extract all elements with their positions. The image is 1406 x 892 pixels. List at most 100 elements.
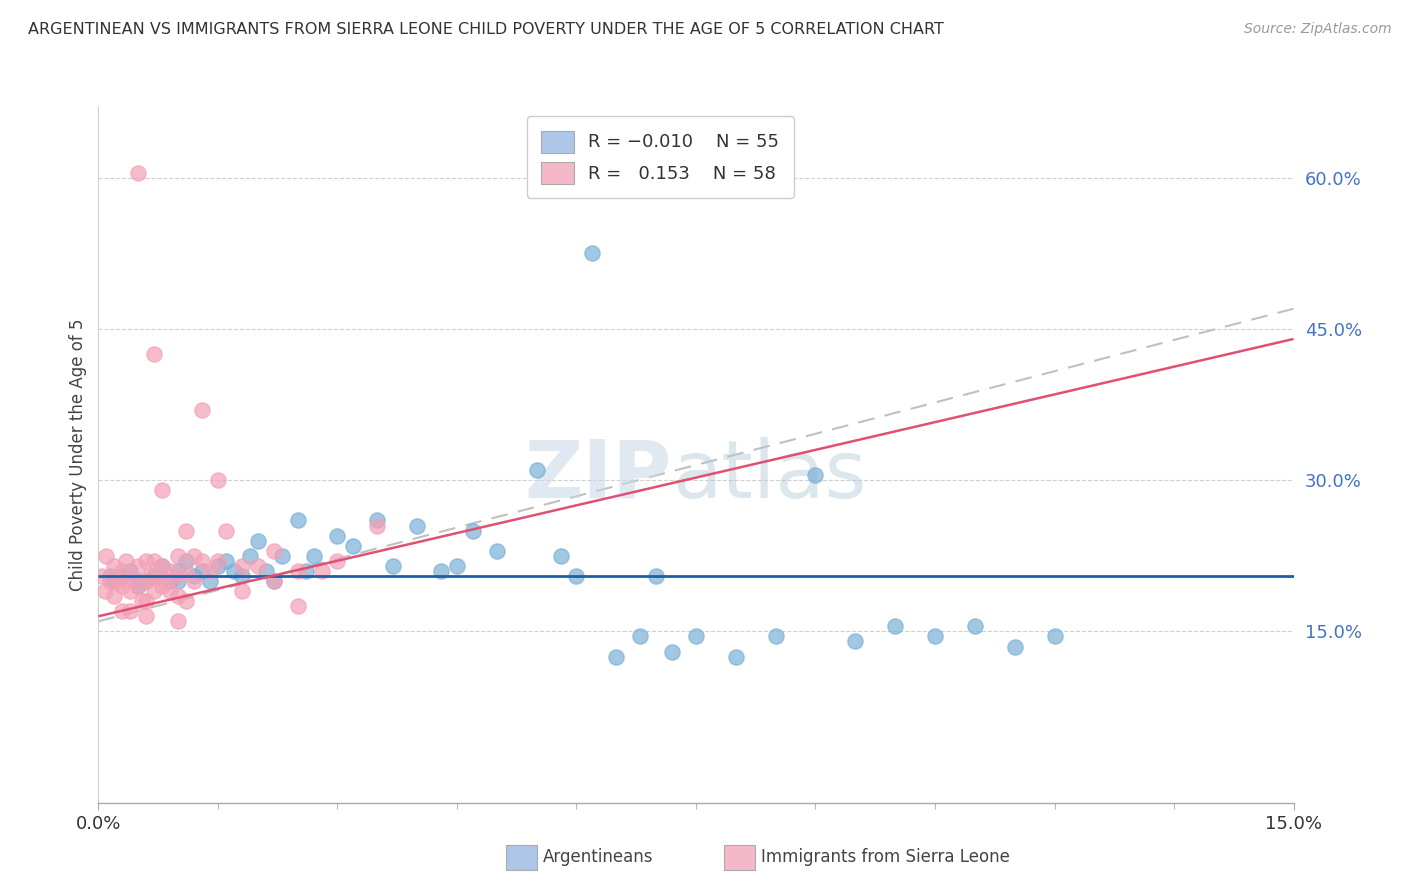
Point xyxy=(765,629,787,643)
Point xyxy=(143,347,166,361)
Point xyxy=(135,609,157,624)
Point xyxy=(159,564,181,578)
Point xyxy=(120,604,142,618)
Point xyxy=(446,558,468,573)
Point xyxy=(143,554,166,568)
Point xyxy=(111,569,134,583)
Text: ZIP: ZIP xyxy=(524,437,672,515)
Point xyxy=(1004,640,1026,654)
Point xyxy=(159,584,181,599)
Point xyxy=(526,463,548,477)
Point xyxy=(191,564,214,578)
Point xyxy=(183,574,205,588)
Point xyxy=(120,584,142,599)
Point xyxy=(724,649,747,664)
Point xyxy=(461,524,484,538)
Point xyxy=(565,569,588,583)
Point xyxy=(215,554,238,568)
Point xyxy=(382,558,405,573)
Point xyxy=(159,574,181,588)
Point xyxy=(167,615,190,629)
Point xyxy=(150,579,173,593)
Point xyxy=(884,619,907,633)
Point xyxy=(155,574,177,588)
Point xyxy=(167,589,190,603)
Point xyxy=(103,558,125,573)
Point xyxy=(263,543,285,558)
Point xyxy=(246,533,269,548)
Y-axis label: Child Poverty Under the Age of 5: Child Poverty Under the Age of 5 xyxy=(69,318,87,591)
Point xyxy=(685,629,707,643)
Point xyxy=(326,528,349,542)
Point xyxy=(270,549,292,563)
Point xyxy=(127,165,149,179)
Point xyxy=(294,564,316,578)
Point xyxy=(239,549,262,563)
Point xyxy=(366,518,388,533)
Point xyxy=(183,569,205,583)
Point xyxy=(135,554,157,568)
Point xyxy=(628,629,651,643)
Point xyxy=(150,483,173,498)
Point xyxy=(191,402,214,417)
Point xyxy=(198,564,221,578)
Point xyxy=(143,569,166,583)
Text: atlas: atlas xyxy=(672,437,866,515)
Point xyxy=(222,564,245,578)
Point xyxy=(287,564,309,578)
Point xyxy=(215,524,238,538)
Point xyxy=(98,574,122,588)
Point xyxy=(207,473,229,487)
Text: Source: ZipAtlas.com: Source: ZipAtlas.com xyxy=(1244,22,1392,37)
Point xyxy=(131,594,153,608)
Point xyxy=(174,594,197,608)
Point xyxy=(661,644,683,658)
Point xyxy=(430,564,453,578)
Point xyxy=(406,518,429,533)
Point xyxy=(103,589,125,603)
Point xyxy=(302,549,325,563)
Point xyxy=(143,584,166,599)
Point xyxy=(120,569,142,583)
Point xyxy=(150,558,173,573)
Point xyxy=(287,599,309,614)
Point xyxy=(91,569,114,583)
Point xyxy=(550,549,572,563)
Legend: R = −0.010    N = 55, R =   0.153    N = 58: R = −0.010 N = 55, R = 0.153 N = 58 xyxy=(527,116,793,198)
Point xyxy=(366,513,388,527)
Point xyxy=(1043,629,1066,643)
Point xyxy=(127,579,149,593)
Point xyxy=(111,604,134,618)
Point xyxy=(924,629,946,643)
Point xyxy=(198,574,221,588)
Point xyxy=(605,649,627,664)
Point xyxy=(150,558,173,573)
Point xyxy=(963,619,986,633)
Point xyxy=(645,569,668,583)
Point xyxy=(804,468,827,483)
Point xyxy=(115,554,138,568)
Text: ARGENTINEAN VS IMMIGRANTS FROM SIERRA LEONE CHILD POVERTY UNDER THE AGE OF 5 COR: ARGENTINEAN VS IMMIGRANTS FROM SIERRA LE… xyxy=(28,22,943,37)
Point xyxy=(167,574,190,588)
Text: Argentineans: Argentineans xyxy=(543,848,654,866)
Point xyxy=(139,569,162,583)
Point xyxy=(135,574,157,588)
Point xyxy=(207,558,229,573)
Point xyxy=(174,554,197,568)
Point xyxy=(231,558,253,573)
Point xyxy=(135,574,157,588)
Point xyxy=(148,569,170,583)
Point xyxy=(111,564,134,578)
Point xyxy=(127,558,149,573)
Point xyxy=(111,579,134,593)
Point xyxy=(167,569,190,583)
Point xyxy=(135,594,157,608)
Point xyxy=(191,554,214,568)
Point xyxy=(94,584,117,599)
Point xyxy=(844,634,866,648)
Point xyxy=(127,574,149,588)
Point xyxy=(207,554,229,568)
Point xyxy=(103,574,125,588)
Point xyxy=(231,584,253,599)
Point xyxy=(263,574,285,588)
